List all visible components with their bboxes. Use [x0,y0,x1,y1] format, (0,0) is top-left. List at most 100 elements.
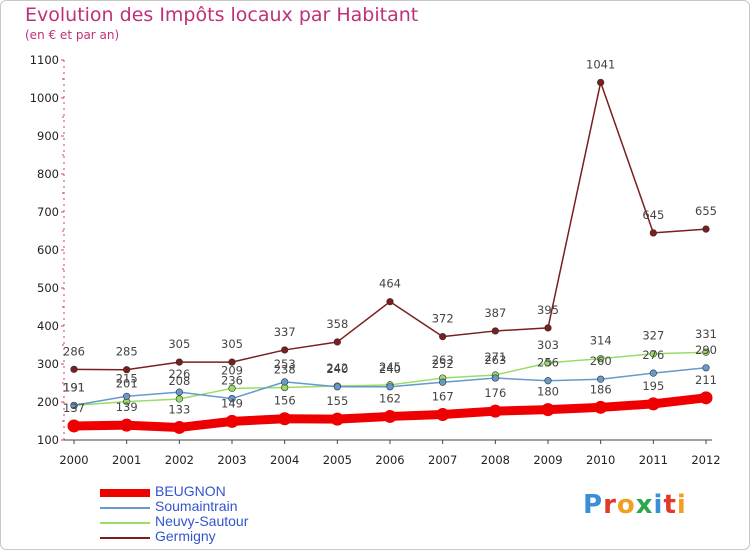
data-label-germigny: 337 [274,325,296,339]
proxiti-logo: Proxiti [583,490,687,520]
data-label-soumaintrain: 215 [116,371,138,385]
data-label-germigny: 655 [695,204,717,218]
y-tick-label: 1000 [30,91,59,105]
data-label-beugnon: 167 [432,390,454,404]
y-tick-label: 1100 [30,53,59,67]
x-tick-label: 2003 [217,453,246,467]
data-point-beugnon [594,400,608,414]
data-point-beugnon [436,408,450,422]
y-tick-label: 800 [37,167,59,181]
data-point-soumaintrain [333,383,341,391]
data-point-beugnon [225,414,239,428]
data-label-neuvy-sautour: 208 [168,374,190,388]
logo-letter: x [635,490,654,520]
x-tick-label: 2005 [323,453,352,467]
y-tick-label: 600 [37,243,59,257]
data-point-beugnon [172,420,186,434]
data-point-soumaintrain [702,364,710,372]
data-point-beugnon [330,412,344,426]
logo-letter: r [603,490,617,520]
legend-label: Germigny [155,528,216,544]
data-label-beugnon: 155 [326,394,348,408]
data-label-soumaintrain: 236 [221,374,243,388]
logo-letter: P [583,490,604,520]
data-point-germigny [491,327,499,335]
data-label-beugnon: 211 [695,373,717,387]
data-label-soumaintrain: 226 [168,367,190,381]
legend-label: Soumaintrain [155,498,238,514]
data-point-beugnon [488,404,502,418]
data-point-soumaintrain [597,375,605,383]
y-tick-label: 400 [37,319,59,333]
x-tick-label: 2008 [481,453,510,467]
data-label-germigny: 286 [63,344,85,358]
data-label-germigny: 305 [221,337,243,351]
data-label-soumaintrain: 290 [695,343,717,357]
legend-swatch [100,537,150,539]
data-point-beugnon [120,418,134,432]
logo-letter: i [676,490,687,520]
data-point-germigny [544,324,552,332]
x-tick-label: 2006 [375,453,404,467]
y-tick-label: 300 [37,357,59,371]
data-point-germigny [281,346,289,354]
data-label-neuvy-sautour: 201 [116,377,138,391]
data-label-soumaintrain: 260 [590,354,612,368]
data-label-soumaintrain: 276 [642,348,664,362]
data-label-germigny: 1041 [586,57,615,71]
data-label-beugnon: 133 [168,402,190,416]
data-label-neuvy-sautour: 245 [379,360,401,374]
data-point-germigny [228,358,236,366]
data-label-soumaintrain: 240 [326,362,348,376]
data-label-germigny: 387 [484,306,506,320]
data-label-beugnon: 139 [116,400,138,414]
series-points [67,78,713,434]
data-label-neuvy-sautour: 191 [63,380,85,394]
data-point-neuvy-sautour [702,348,710,356]
data-label-beugnon: 162 [379,391,401,405]
data-point-beugnon [67,419,81,433]
data-label-neuvy-sautour: 263 [432,353,454,367]
data-point-germigny [597,78,605,87]
data-label-beugnon: 180 [537,385,559,399]
data-point-beugnon [699,391,713,405]
data-point-germigny [649,229,657,237]
data-point-neuvy-sautour [228,384,236,392]
chart-subtitle: (en € et par an) [25,28,120,42]
data-label-germigny: 395 [537,303,559,317]
axes: 100 200 300 400 500 600 700 800 900 1000 1100 2000 2… [30,53,721,467]
data-label-neuvy-sautour: 238 [274,363,296,377]
data-point-soumaintrain [70,401,78,410]
data-label-beugnon: 149 [221,396,243,410]
data-label-neuvy-sautour: 271 [484,350,506,364]
data-label-soumaintrain: 240 [379,362,401,376]
data-label-beugnon: 195 [642,379,664,393]
data-point-germigny [70,365,78,373]
x-tick-label: 2002 [165,453,194,467]
data-label-beugnon: 176 [484,386,506,400]
data-point-beugnon [278,412,292,426]
y-tick-label: 500 [37,281,59,295]
data-labels: 137 139 133 149 156 155 162 167 176 180 186 195 211 1… [63,57,717,416]
x-tick-label: 2011 [639,453,668,467]
data-point-soumaintrain [439,378,447,386]
data-point-soumaintrain [228,394,236,403]
x-tick-label: 2012 [691,453,720,467]
logo-letter: i [653,490,664,520]
data-point-germigny [123,366,131,374]
data-label-germigny: 305 [168,337,190,351]
data-point-neuvy-sautour [544,359,552,367]
data-label-neuvy-sautour: 327 [642,329,664,343]
data-point-soumaintrain [281,378,289,386]
x-tick-label: 2007 [428,453,457,467]
chart-title: Evolution des Impôts locaux par Habitant [25,4,419,26]
data-label-beugnon: 156 [274,394,296,408]
data-point-soumaintrain [491,374,499,382]
data-point-beugnon [383,409,397,423]
data-point-soumaintrain [123,392,131,400]
data-label-neuvy-sautour: 209 [221,363,243,377]
data-label-germigny: 358 [326,317,348,331]
x-tick-label: 2004 [270,453,299,467]
